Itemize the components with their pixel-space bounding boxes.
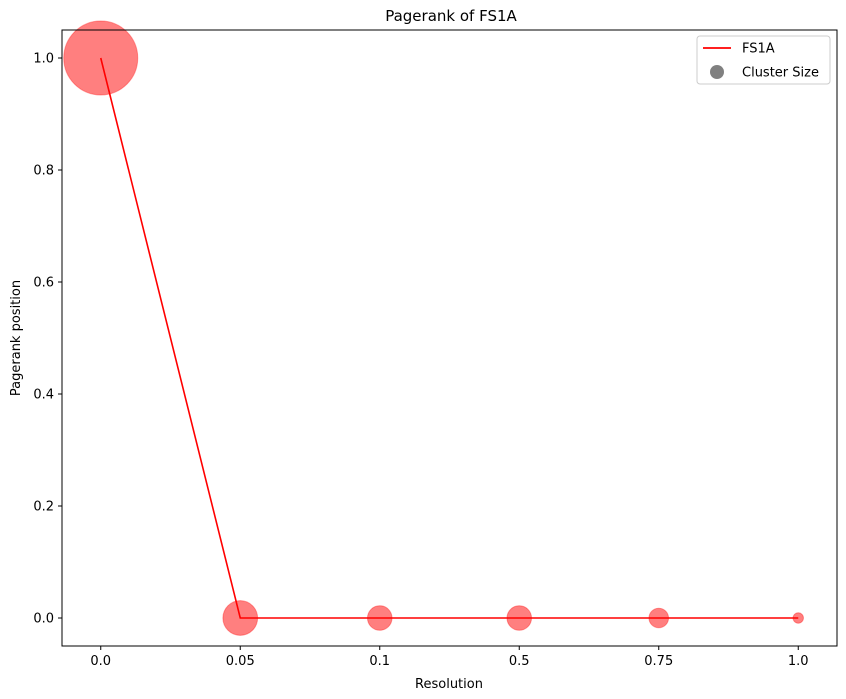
x-tick-label: 0.5 (509, 654, 530, 669)
chart-title: Pagerank of FS1A (385, 7, 517, 25)
x-tick-label: 0.0 (90, 654, 111, 669)
plot-frame (61, 29, 838, 647)
legend-label: Cluster Size (742, 66, 819, 81)
x-tick-label: 0.05 (226, 654, 255, 669)
x-tick-label: 0.1 (369, 654, 390, 669)
x-tick-label: 1.0 (788, 654, 809, 669)
legend-marker-swatch (710, 65, 724, 79)
legend: FS1A Cluster Size (696, 35, 831, 85)
y-axis-label: Pagerank position (9, 280, 24, 396)
y-tick-label: 0.6 (33, 276, 54, 291)
y-tick-label: 0.0 (33, 612, 54, 627)
x-axis-label: Resolution (415, 677, 483, 692)
x-tick-label: 0.75 (644, 654, 673, 669)
plot-area (63, 20, 804, 636)
legend-label: FS1A (742, 42, 775, 57)
y-tick-label: 0.2 (33, 500, 54, 515)
x-axis: 0.0 0.05 0.1 0.5 0.75 1.0 (90, 646, 809, 669)
y-tick-label: 0.8 (33, 164, 54, 179)
y-tick-label: 1.0 (33, 52, 54, 67)
y-tick-label: 0.4 (33, 388, 54, 403)
y-axis: 0.0 0.2 0.4 0.6 0.8 1.0 (33, 52, 62, 627)
series-line-fs1a (99, 57, 799, 619)
